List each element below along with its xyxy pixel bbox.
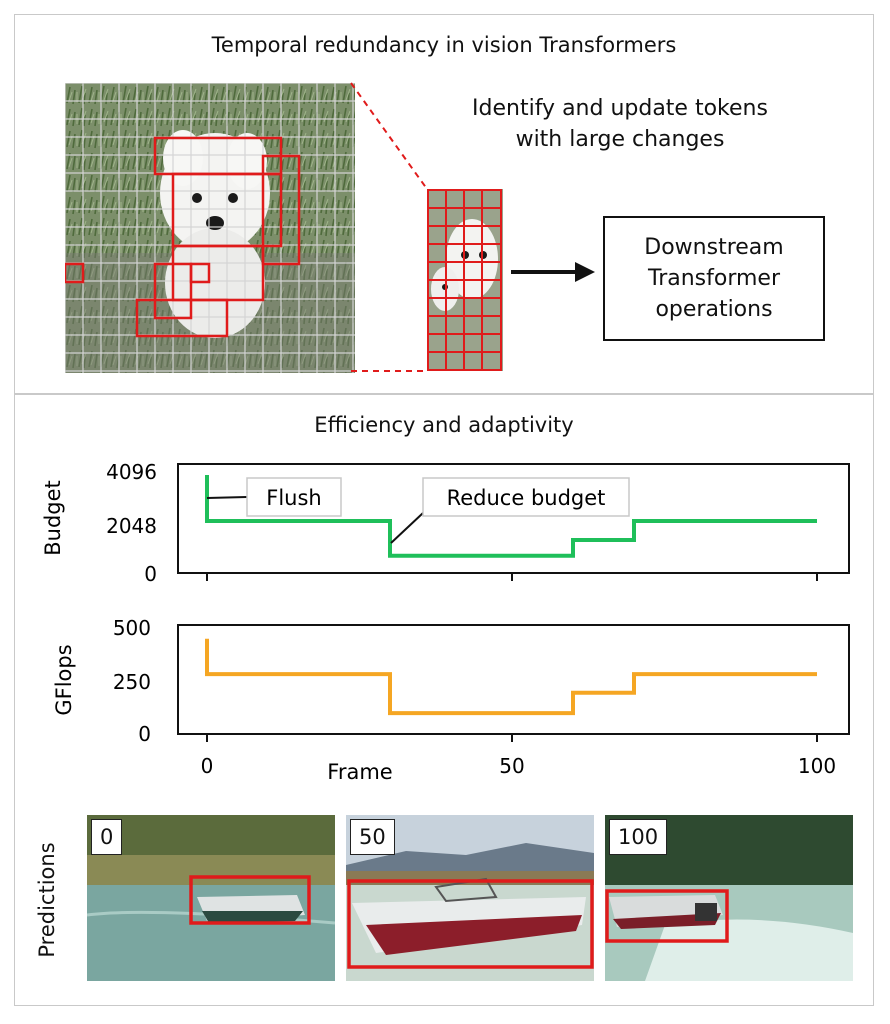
reduce-budget-pointer (390, 512, 424, 544)
gflops-y-axis-label: GFlops (52, 644, 76, 715)
selected-tokens-strip (427, 189, 503, 371)
gflops-plot-frame (177, 624, 850, 735)
prediction-thumbnail-frame-50: 50 (346, 815, 594, 981)
frame-label-100: 100 (609, 819, 668, 855)
budget-ytick-4096: 4096 (106, 460, 157, 484)
panel-title-efficiency: Efficiency and adaptivity (314, 413, 574, 437)
flush-pointer (206, 496, 248, 499)
prediction-thumbnail-frame-100: 100 (605, 815, 853, 981)
xtick-50: 50 (499, 754, 524, 778)
gflops-series-line (205, 638, 817, 716)
budget-ytick-0: 0 (144, 562, 157, 586)
budget-plot-frame (177, 463, 850, 574)
dog-image-token-grid (65, 83, 355, 373)
budget-gflops-charts: Budget 4096 2048 0 Flush Reduce budget G… (41, 460, 850, 784)
annotation-line-1: Identify and update tokens (472, 96, 768, 121)
annotation-line-2: with large changes (515, 127, 725, 152)
boat-image-100 (605, 815, 853, 981)
downstream-line-2: Transformer (647, 266, 780, 291)
panel-title: Temporal redundancy in vision Transforme… (211, 33, 677, 57)
boat-image-50 (346, 815, 594, 981)
predictions-label: Predictions (35, 842, 59, 958)
gflops-ytick-0: 0 (138, 722, 151, 746)
prediction-box-0 (189, 875, 311, 925)
flush-label: Flush (266, 486, 321, 510)
downstream-line-1: Downstream (644, 235, 784, 260)
budget-ytick-2048: 2048 (106, 514, 157, 538)
zoom-connector (350, 82, 428, 372)
xtick-0: 0 (201, 754, 214, 778)
reduce-budget-label: Reduce budget (447, 486, 606, 510)
downstream-line-3: operations (655, 297, 773, 322)
budget-series-line (205, 475, 817, 558)
downstream-operations-box: Downstream Transformer operations (603, 216, 825, 341)
prediction-box-50 (347, 879, 594, 969)
predictions-label-wrap: Predictions (29, 815, 65, 985)
token-update-panel: Temporal redundancy in vision Transforme… (14, 14, 874, 394)
xtick-100: 100 (798, 754, 836, 778)
frame-label-50: 50 (350, 819, 395, 855)
prediction-box-100 (605, 889, 729, 943)
prediction-thumbnail-frame-0: 0 (87, 815, 335, 981)
gflops-ytick-500: 500 (113, 616, 151, 640)
x-axis-label: Frame (327, 760, 392, 784)
flush-label-box (246, 477, 342, 517)
right-arrow-icon (511, 262, 595, 282)
budget-y-axis-label: Budget (41, 480, 65, 556)
reduce-budget-label-box (422, 477, 630, 517)
frame-label-0: 0 (91, 819, 123, 855)
gflops-ytick-250: 250 (113, 670, 151, 694)
annotation-text: Identify and update tokens with large ch… (455, 93, 785, 155)
boat-image-0 (87, 815, 335, 981)
efficiency-panel: Efficiency and adaptivity Budget 4096 20… (14, 394, 874, 1006)
